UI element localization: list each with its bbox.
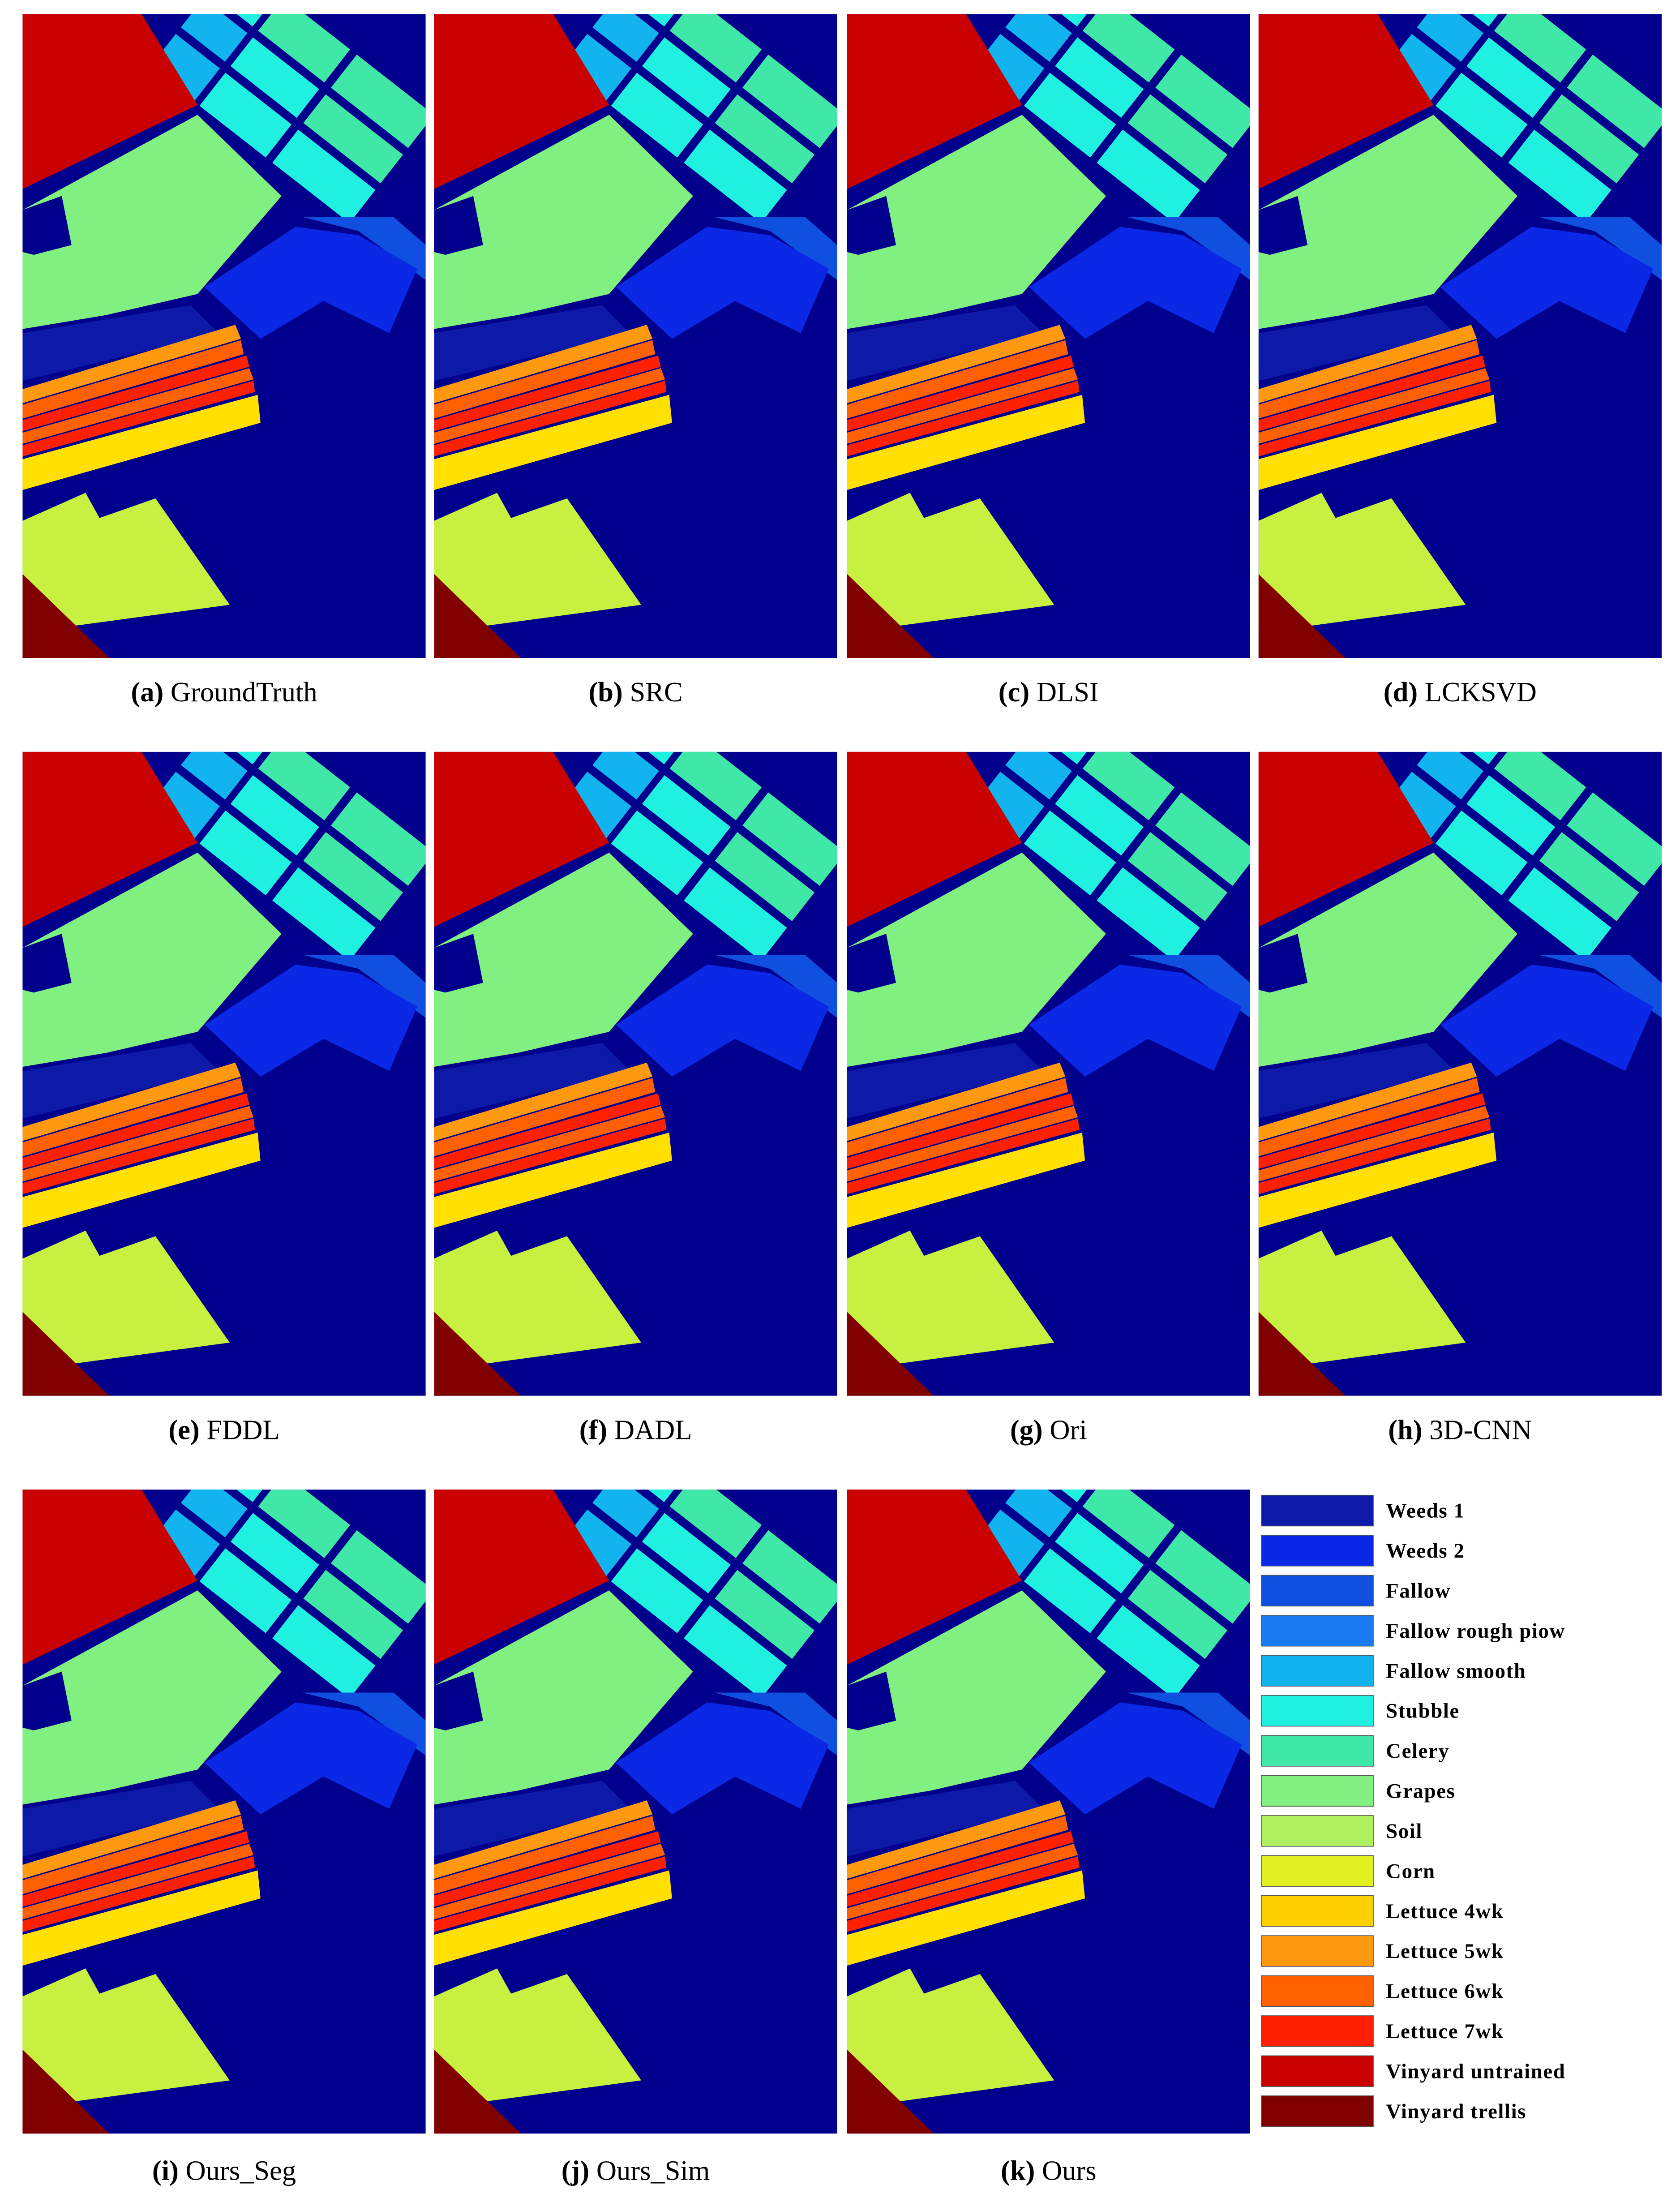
caption: (f) DADL xyxy=(579,1414,692,1446)
caption-name: DADL xyxy=(614,1414,692,1446)
legend-swatch xyxy=(1261,2015,1374,2047)
legend-swatch xyxy=(1261,1494,1374,1527)
panel: (k) Ours xyxy=(847,1434,1259,2186)
classification-map xyxy=(434,0,845,658)
classification-map xyxy=(847,697,1259,1396)
legend-label: Fallow smooth xyxy=(1386,1659,1526,1683)
legend-swatch xyxy=(1261,1895,1374,1927)
caption: (c) DLSI xyxy=(999,676,1099,708)
classification-map xyxy=(1259,0,1670,658)
legend-label: Fallow rough piow xyxy=(1386,1619,1565,1643)
legend-swatch xyxy=(1261,1575,1374,1607)
panel: (g) Ori xyxy=(847,697,1259,1446)
legend-label: Vinyard untrained xyxy=(1386,2060,1565,2083)
caption-name: LCKSVD xyxy=(1425,676,1537,708)
legend-swatch xyxy=(1261,1695,1374,1727)
classification-map xyxy=(1259,697,1670,1396)
classification-map xyxy=(22,697,434,1396)
caption: (i) Ours_Seg xyxy=(152,2155,296,2186)
legend-label: Lettuce 6wk xyxy=(1386,1980,1504,2003)
caption-label: (i) xyxy=(152,2155,179,2186)
legend-label: Fallow xyxy=(1386,1580,1451,1603)
legend-label: Soil xyxy=(1386,1820,1423,1843)
panel: (c) DLSI xyxy=(847,0,1259,708)
legend-swatch xyxy=(1261,1735,1374,1767)
legend-label: Corn xyxy=(1386,1859,1435,1883)
legend-label: Weeds 2 xyxy=(1386,1539,1465,1563)
legend-label: Stubble xyxy=(1386,1700,1460,1723)
legend-label: Lettuce 5wk xyxy=(1386,1940,1504,1963)
classification-map xyxy=(22,0,434,658)
legend-swatch xyxy=(1261,1615,1374,1647)
caption-label: (j) xyxy=(561,2155,589,2186)
panel: (i) Ours_Seg xyxy=(22,1434,434,2186)
caption-label: (c) xyxy=(999,676,1029,708)
panel: (f) DADL xyxy=(434,697,845,1446)
legend-label: Celery xyxy=(1386,1739,1449,1763)
panel: (a) GroundTruth xyxy=(22,0,434,708)
caption-label: (a) xyxy=(131,676,163,708)
legend-swatch xyxy=(1261,1935,1374,1967)
caption-label: (k) xyxy=(1001,2155,1035,2186)
caption: (j) Ours_Sim xyxy=(561,2155,710,2186)
caption-name: GroundTruth xyxy=(171,676,317,708)
legend-label: Lettuce 7wk xyxy=(1386,2020,1504,2043)
caption-label: (d) xyxy=(1384,676,1418,708)
caption: (a) GroundTruth xyxy=(131,676,317,708)
caption: (g) Ori xyxy=(1010,1414,1087,1446)
caption-label: (e) xyxy=(168,1414,199,1446)
caption-name: DLSI xyxy=(1037,676,1099,708)
classification-map xyxy=(847,1434,1259,2134)
legend-swatch xyxy=(1261,2095,1374,2127)
panel: (h) 3D-CNN xyxy=(1259,697,1670,1446)
caption-name: 3D-CNN xyxy=(1429,1414,1532,1446)
legend-swatch xyxy=(1261,1775,1374,1807)
classification-map xyxy=(434,1434,845,2134)
caption-label: (g) xyxy=(1010,1414,1043,1446)
panel: (e) FDDL xyxy=(22,697,434,1446)
caption-name: Ours_Seg xyxy=(186,2155,296,2186)
caption: (b) SRC xyxy=(588,676,682,708)
caption-name: Ours xyxy=(1042,2155,1097,2186)
classification-map xyxy=(434,697,845,1396)
panel: (b) SRC xyxy=(434,0,845,708)
legend-swatch xyxy=(1261,1855,1374,1887)
caption-name: SRC xyxy=(630,676,683,708)
legend-swatch xyxy=(1261,1655,1374,1687)
legend-label: Vinyard trellis xyxy=(1386,2100,1526,2123)
classification-map xyxy=(22,1434,434,2134)
legend-swatch xyxy=(1261,1815,1374,1847)
panel: (j) Ours_Sim xyxy=(434,1434,845,2186)
caption: (k) Ours xyxy=(1001,2155,1097,2186)
caption: (d) LCKSVD xyxy=(1384,676,1537,708)
legend-swatch xyxy=(1261,1975,1374,2007)
caption: (h) 3D-CNN xyxy=(1388,1414,1532,1446)
legend-label: Grapes xyxy=(1386,1780,1455,1803)
caption-name: Ours_Sim xyxy=(596,2155,710,2186)
caption-name: Ori xyxy=(1050,1414,1087,1446)
caption-name: FDDL xyxy=(206,1414,279,1446)
legend-swatch xyxy=(1261,1535,1374,1567)
caption: (e) FDDL xyxy=(168,1414,279,1446)
legend-swatch xyxy=(1261,2055,1374,2087)
caption-label: (h) xyxy=(1388,1414,1422,1446)
legend-label: Lettuce 4wk xyxy=(1386,1900,1504,1923)
panel: (d) LCKSVD xyxy=(1259,0,1670,708)
legend: Weeds 1 Weeds 2 Fallow Fallow rough piow Fal… xyxy=(1261,1494,1565,2127)
caption-label: (f) xyxy=(579,1414,607,1446)
legend-label: Weeds 1 xyxy=(1386,1499,1465,1523)
caption-label: (b) xyxy=(588,676,622,708)
classification-map xyxy=(847,0,1259,658)
